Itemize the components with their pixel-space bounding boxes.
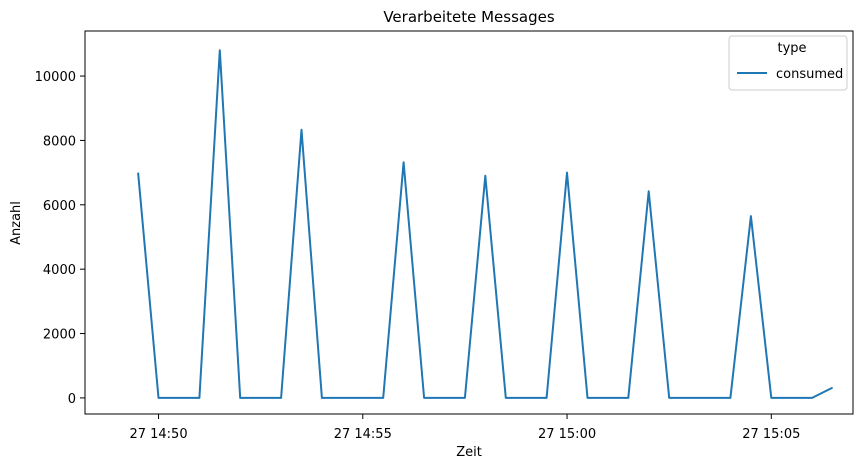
axes-ticks: 0 2000 4000 6000 8000 10000 27 14:50 27 14:55 27… [35,70,801,442]
x-tick-label: 27 15:00 [538,427,596,442]
plot-frame [84,30,854,415]
y-tick-label: 0 [68,392,76,407]
x-tick-label: 27 14:50 [129,427,187,442]
legend-label-consumed: consumed [776,67,843,82]
x-tick-label: 27 14:55 [334,427,392,442]
series-line-consumed [137,49,834,399]
y-tick-label: 10000 [35,70,76,85]
x-tick-label: 27 15:05 [742,427,800,442]
legend: type consumed [728,35,848,91]
y-tick-label: 4000 [43,263,76,278]
legend-box [728,35,848,91]
y-tick-label: 6000 [43,199,76,214]
x-axis-label: Zeit [456,445,482,460]
y-tick-label: 8000 [43,134,76,149]
y-tick-label: 2000 [43,328,76,343]
chart-title: Verarbeitete Messages [383,8,554,26]
legend-title: type [777,41,806,56]
y-axis-label: Anzahl [9,201,24,245]
